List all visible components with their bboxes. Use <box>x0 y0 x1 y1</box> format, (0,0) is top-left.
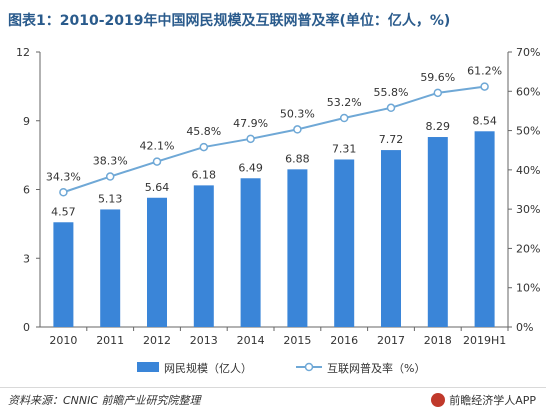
line-point <box>105 172 115 181</box>
legend-swatch-bar <box>137 362 159 372</box>
line-data-label: 61.2% <box>467 65 502 78</box>
bar <box>381 150 401 327</box>
y-left-tick-label: 0 <box>23 321 30 334</box>
x-tick-label: 2017 <box>377 334 405 347</box>
bar <box>53 222 74 327</box>
x-tick-label: 2016 <box>330 334 358 347</box>
source-note: 资料来源：CNNIC 前瞻产业研究院整理 <box>8 394 201 407</box>
y-right-tick-label: 40% <box>516 164 540 177</box>
bar-data-label: 8.54 <box>472 114 497 127</box>
x-tick-label: 2012 <box>143 334 171 347</box>
legend-swatch-point <box>304 362 314 372</box>
y-right-tick-label: 50% <box>516 125 540 138</box>
line-point <box>152 157 162 166</box>
line-series <box>63 85 485 194</box>
line-point <box>59 188 68 197</box>
x-tick-label: 2013 <box>190 334 218 347</box>
line-data-label: 50.3% <box>280 107 315 120</box>
bar <box>287 169 308 327</box>
line-point <box>199 142 209 152</box>
chart-svg: 0 3 6 9 12 0% 10% 20% 30% 40% 50% 60% 70% 2010 4.57 201… <box>16 46 540 375</box>
line-data-label: 53.2% <box>327 96 362 109</box>
y-right-tick-label: 20% <box>516 242 540 255</box>
line-point <box>293 125 302 134</box>
line-data-label: 59.6% <box>420 71 455 84</box>
bar <box>474 131 495 327</box>
y-right-tick-label: 60% <box>516 85 540 98</box>
y-left-tick-label: 6 <box>23 184 30 197</box>
bar <box>240 178 261 327</box>
x-tick-label: 2019H1 <box>463 334 506 347</box>
footer-divider <box>0 387 546 388</box>
line-point <box>433 88 443 98</box>
bar-data-label: 4.57 <box>51 205 76 218</box>
line-data-label: 47.9% <box>233 117 268 130</box>
y-right-tick-label: 10% <box>516 282 540 295</box>
x-tick-label: 2018 <box>424 334 452 347</box>
legend-label-line: 互联网普及率（%） <box>327 361 425 375</box>
legend-label-bar: 网民规模（亿人） <box>164 361 252 375</box>
brand-logo-icon <box>431 393 446 407</box>
line-point <box>480 82 489 91</box>
y-left-tick-label: 9 <box>23 115 30 128</box>
line-point <box>246 134 255 144</box>
x-tick-label: 2011 <box>96 334 124 347</box>
brand: 前瞻经济学人APP <box>431 392 536 408</box>
line-point <box>339 113 349 123</box>
y-right-tick-label: 0% <box>516 321 533 334</box>
x-tick-label: 2010 <box>49 334 77 347</box>
bar-data-label: 6.88 <box>285 152 310 165</box>
chart-title: 图表1：2010-2019年中国网民规模及互联网普及率(单位：亿人，%) <box>8 13 451 29</box>
bar-data-label: 6.49 <box>238 161 263 174</box>
line-data-label: 34.3% <box>46 170 81 183</box>
line-data-label: 38.3% <box>93 155 128 168</box>
bar-data-label: 7.72 <box>379 133 404 146</box>
line-data-label: 45.8% <box>186 125 221 138</box>
y-left-tick-label: 3 <box>23 252 30 265</box>
bar <box>100 209 121 327</box>
brand-name: 前瞻经济学人APP <box>449 394 536 407</box>
bar <box>147 197 167 327</box>
bar-data-label: 8.29 <box>426 120 451 133</box>
x-tick-label: 2014 <box>237 334 265 347</box>
bar-data-label: 6.18 <box>192 168 217 181</box>
bar-data-label: 7.31 <box>332 142 357 155</box>
line-data-label: 55.8% <box>374 86 409 99</box>
bar <box>334 159 355 327</box>
bar <box>193 185 214 327</box>
bar-data-label: 5.64 <box>145 181 170 194</box>
x-tick-label: 2015 <box>283 334 311 347</box>
y-right-tick-label: 70% <box>516 46 540 59</box>
line-data-label: 42.1% <box>140 140 175 153</box>
line-point <box>386 103 396 113</box>
y-right-tick-label: 30% <box>516 203 540 216</box>
y-left-tick-label: 12 <box>16 46 30 59</box>
bar-data-label: 5.13 <box>98 192 123 205</box>
bar <box>427 137 448 327</box>
